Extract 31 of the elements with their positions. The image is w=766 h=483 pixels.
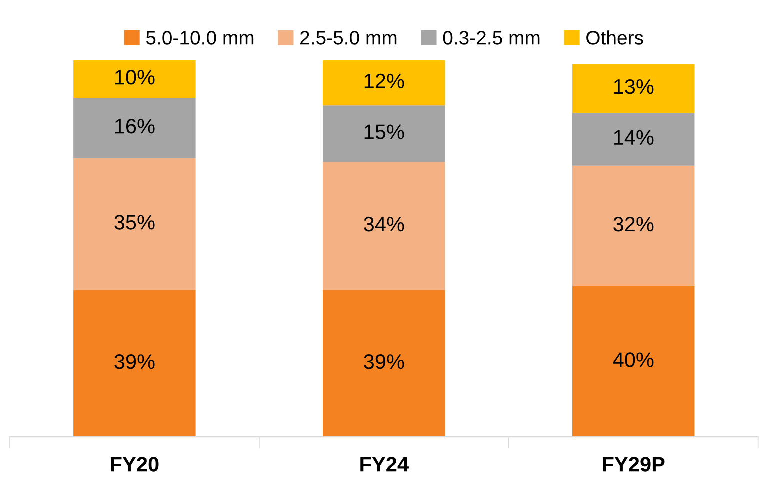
bar — [74, 290, 196, 438]
data-label: 39% — [114, 354, 155, 370]
data-label: 32% — [614, 216, 654, 232]
x-tick-label: FY24 — [360, 457, 409, 472]
bar — [572, 166, 695, 286]
data-label: 14% — [614, 130, 654, 145]
bar — [74, 98, 196, 158]
x-tick-label: FY29P — [603, 457, 665, 472]
data-label: 40% — [613, 352, 654, 368]
bar — [74, 60, 196, 98]
data-label: 12% — [364, 74, 404, 88]
bar — [572, 64, 695, 114]
data-label: 15% — [364, 124, 404, 140]
bar — [323, 106, 446, 162]
bar — [323, 290, 446, 438]
data-label: 39% — [364, 354, 404, 370]
data-label: 13% — [614, 79, 654, 94]
legend-label: 5.0-10.0 mm — [146, 31, 254, 45]
data-label: 10% — [115, 70, 155, 85]
bar — [323, 60, 446, 106]
data-label: 16% — [115, 119, 155, 134]
bar — [74, 158, 196, 290]
legend-label: 2.5-5.0 mm — [300, 31, 397, 45]
bar — [572, 113, 695, 166]
data-label: 35% — [114, 215, 155, 230]
bar — [572, 286, 695, 438]
data-label: 34% — [364, 216, 404, 232]
legend-label: 0.3-2.5 mm — [443, 31, 540, 45]
bar — [323, 162, 446, 290]
legend-label: Others — [586, 30, 644, 45]
x-tick-label: FY20 — [111, 457, 159, 472]
